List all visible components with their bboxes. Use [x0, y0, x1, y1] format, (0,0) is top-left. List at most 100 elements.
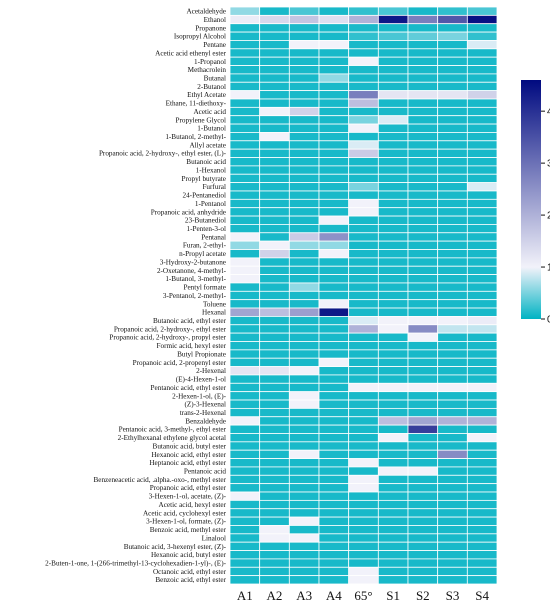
row-label: Benzeneacetic acid, .alpha.-oxo-, methyl…: [93, 476, 226, 484]
heatmap-cell: [229, 550, 261, 560]
row-label: Heptanoic acid, ethyl ester: [149, 459, 226, 467]
heatmap-cell: [407, 115, 439, 125]
heatmap-cell: [407, 224, 439, 234]
heatmap-cell: [259, 399, 290, 409]
heatmap-cell: [377, 516, 409, 526]
heatmap-cell: [229, 40, 261, 50]
heatmap-cell: [407, 132, 439, 142]
heatmap-cell: [407, 81, 439, 92]
heatmap-cell: [466, 148, 498, 158]
row-label: 3-Hexen-1-ol, formate, (Z)-: [146, 518, 226, 526]
heatmap-cell: [437, 483, 468, 493]
heatmap-cell: [466, 416, 498, 426]
heatmap-cell: [437, 307, 468, 317]
heatmap-cell: [288, 458, 320, 468]
heatmap-cell: [377, 382, 409, 393]
heatmap-cell: [466, 399, 498, 409]
heatmap-cell: [348, 157, 379, 167]
heatmap-cell: [288, 290, 320, 301]
heatmap-cell: [229, 265, 261, 275]
heatmap-cell: [437, 232, 468, 242]
heatmap-cell: [466, 474, 498, 485]
heatmap-cell: [259, 81, 290, 92]
heatmap-cell: [288, 349, 320, 359]
heatmap-cell: [318, 40, 350, 50]
heatmap-cell: [288, 265, 320, 275]
heatmap-cell: [377, 391, 409, 401]
heatmap-cell: [318, 249, 350, 259]
heatmap-cell: [229, 449, 261, 459]
heatmap-cell: [407, 165, 439, 175]
heatmap-cell: [348, 575, 379, 585]
heatmap-cell: [348, 81, 379, 92]
heatmap-cell: [229, 558, 261, 568]
heatmap-cell: [437, 499, 468, 510]
heatmap-cell: [229, 73, 261, 83]
heatmap-cell: [437, 157, 468, 167]
heatmap-cell: [437, 449, 468, 459]
heatmap-cell: [259, 173, 290, 184]
heatmap-cell: [229, 249, 261, 259]
row-label: Pentane: [203, 41, 226, 49]
row-label: 3-Pentanol, 2-methyl-: [163, 292, 227, 300]
heatmap-cell: [229, 508, 261, 518]
heatmap-cell: [466, 274, 498, 284]
row-label: Propylene Glycol: [175, 116, 226, 124]
heatmap-cell: [229, 6, 261, 16]
heatmap-cell: [318, 182, 350, 192]
heatmap-cell: [259, 115, 290, 125]
heatmap-cell: [466, 165, 498, 175]
heatmap-cell: [318, 215, 350, 225]
heatmap-cell: [318, 433, 350, 443]
heatmap-cell: [318, 458, 350, 468]
heatmap-cell: [407, 31, 439, 41]
heatmap-cell: [407, 198, 439, 209]
heatmap-cell: [377, 533, 409, 543]
heatmap-cell: [466, 182, 498, 192]
row-label: Pentanoic acid, ethyl ester: [151, 384, 227, 392]
heatmap-cell: [377, 508, 409, 518]
heatmap-cell: [288, 525, 320, 535]
heatmap-cell: [466, 575, 498, 585]
heatmap-cell: [407, 98, 439, 108]
heatmap-cell: [407, 173, 439, 184]
row-label: Acetic acid: [193, 108, 226, 116]
heatmap-cell: [377, 566, 409, 577]
row-label: Pentanal: [201, 233, 226, 241]
heatmap-cell: [437, 31, 468, 41]
heatmap-cell: [407, 56, 439, 66]
heatmap-cell: [377, 441, 409, 451]
heatmap-cell: [437, 374, 468, 384]
row-label: 2-Hexenal: [196, 367, 226, 375]
heatmap-cell: [288, 98, 320, 108]
heatmap-cell: [259, 541, 290, 551]
heatmap-cell: [466, 73, 498, 83]
row-label: Propanoic acid, ethyl ester: [150, 484, 227, 492]
heatmap-cell: [377, 550, 409, 560]
heatmap-cell: [377, 14, 409, 25]
heatmap-cell: [348, 115, 379, 125]
heatmap-cell: [377, 324, 409, 334]
heatmap-cell: [466, 382, 498, 393]
heatmap-cell: [437, 215, 468, 225]
heatmap-cell: [348, 140, 379, 150]
heatmap-cell: [348, 290, 379, 301]
heatmap-cell: [229, 349, 261, 359]
heatmap-cell: [407, 14, 439, 25]
heatmap-cell: [318, 73, 350, 83]
heatmap-cell: [466, 240, 498, 250]
heatmap-cell: [229, 366, 261, 376]
heatmap-cell: [407, 499, 439, 510]
heatmap-cell: [466, 541, 498, 551]
heatmap-cell: [407, 458, 439, 468]
row-label: Butanoic acid, ethyl ester: [153, 317, 227, 325]
heatmap-cell: [466, 316, 498, 326]
heatmap-cell: [407, 257, 439, 267]
heatmap-cell: [407, 491, 439, 501]
heatmap-cell: [348, 566, 379, 577]
heatmap-cell: [407, 140, 439, 150]
row-label: trans-2-Hexenal: [180, 409, 226, 417]
heatmap-cell: [437, 324, 468, 334]
heatmap-cell: [407, 316, 439, 326]
heatmap-cell: [348, 332, 379, 342]
